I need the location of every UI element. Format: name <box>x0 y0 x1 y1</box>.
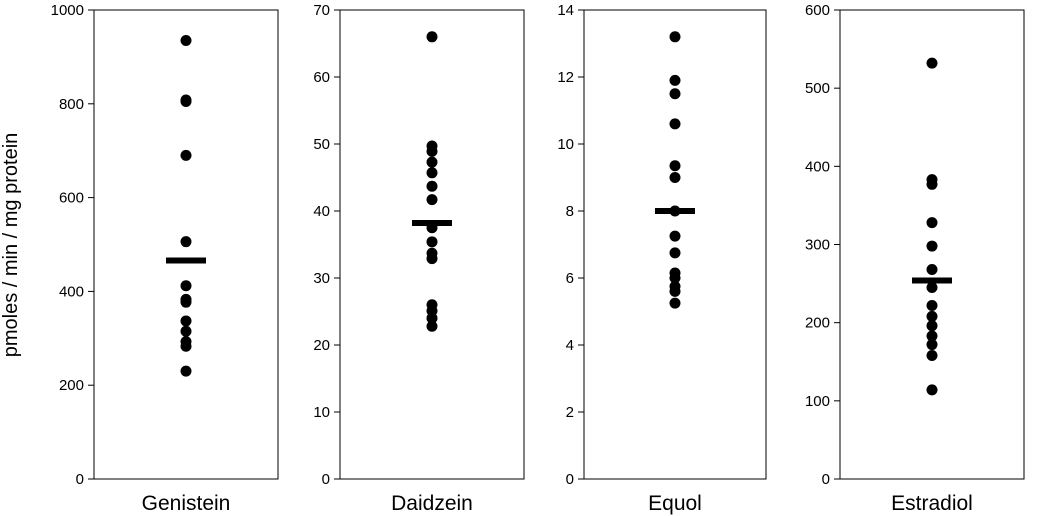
y-tick-label: 600 <box>59 190 84 207</box>
data-point <box>180 315 192 327</box>
y-tick-label: 30 <box>313 270 330 287</box>
data-point <box>426 156 438 168</box>
data-point <box>426 236 438 248</box>
y-tick-label: 400 <box>59 283 84 300</box>
data-point <box>180 365 192 377</box>
data-point <box>180 296 192 308</box>
y-tick-label: 8 <box>566 203 574 220</box>
panel-daidzein: 0 10 20 30 40 50 60 70 Daidzein <box>313 2 525 515</box>
plot-frame <box>339 9 525 480</box>
y-tick-label: 1000 <box>51 2 84 19</box>
data-point <box>926 57 938 69</box>
data-point <box>426 194 438 206</box>
data-point <box>926 178 938 190</box>
y-tick-label: 4 <box>566 337 574 354</box>
y-tick-label: 6 <box>566 270 574 287</box>
y-tick-label: 400 <box>805 158 830 175</box>
y-tick-label: 0 <box>322 471 330 488</box>
x-category-label: Genistein <box>142 492 231 515</box>
data-point <box>926 339 938 351</box>
data-point <box>426 180 438 192</box>
data-point <box>926 310 938 322</box>
data-point <box>669 272 681 284</box>
data-point <box>180 340 192 352</box>
data-point <box>926 281 938 293</box>
x-category-label: Daidzein <box>391 492 473 515</box>
data-point <box>426 31 438 43</box>
data-point <box>669 172 681 183</box>
panel-equol: 0 2 4 6 8 10 12 14 Equol <box>557 2 767 515</box>
data-point <box>926 264 938 276</box>
x-category-label: Equol <box>648 492 702 515</box>
data-point <box>926 240 938 252</box>
data-point <box>669 118 681 130</box>
y-tick-label: 0 <box>76 471 84 488</box>
data-point <box>426 145 438 157</box>
data-point <box>669 160 681 172</box>
data-point <box>926 299 938 311</box>
y-tick-label: 200 <box>805 315 830 332</box>
y-tick-label: 70 <box>313 2 330 19</box>
data-point <box>669 297 681 309</box>
y-tick-label: 0 <box>822 471 830 488</box>
data-point <box>426 320 438 332</box>
y-tick-label: 600 <box>805 2 830 19</box>
y-axis-label: pmoles / min / mg protein <box>0 133 22 358</box>
data-point <box>669 285 681 297</box>
data-point <box>926 384 938 396</box>
y-tick-label: 800 <box>59 96 84 113</box>
y-tick-label: 14 <box>557 2 574 19</box>
y-tick-label: 50 <box>313 136 330 153</box>
y-tick-label: 300 <box>805 237 830 254</box>
x-category-label: Estradiol <box>891 492 973 515</box>
data-point <box>180 280 192 292</box>
y-tick-label: 12 <box>557 69 574 86</box>
y-tick-label: 500 <box>805 80 830 97</box>
data-point <box>926 349 938 361</box>
plot-frame <box>583 9 767 480</box>
data-point <box>669 88 681 100</box>
data-point <box>180 95 192 107</box>
data-point <box>180 149 192 161</box>
panel-genistein: 0 200 400 600 800 1000 Genistein <box>51 2 279 515</box>
plot-frame <box>93 9 279 480</box>
data-point <box>669 74 681 86</box>
data-point <box>180 325 192 337</box>
data-point <box>926 217 938 229</box>
data-point <box>669 31 681 43</box>
y-tick-label: 2 <box>566 404 574 421</box>
y-tick-label: 100 <box>805 393 830 410</box>
y-tick-label: 20 <box>313 337 330 354</box>
y-tick-label: 40 <box>313 203 330 220</box>
y-tick-label: 60 <box>313 69 330 86</box>
panel-estradiol: 0 100 200 300 400 500 600 Estradiol <box>805 2 1025 515</box>
data-point <box>926 330 938 342</box>
y-tick-label: 200 <box>59 377 84 394</box>
data-point <box>669 247 681 259</box>
data-point <box>926 320 938 332</box>
data-point <box>426 167 438 179</box>
data-point <box>180 34 192 46</box>
data-point <box>426 253 438 265</box>
data-point <box>180 236 192 248</box>
data-point <box>669 230 681 242</box>
y-tick-label: 10 <box>313 404 330 421</box>
data-point <box>426 312 438 324</box>
y-tick-label: 0 <box>566 471 574 488</box>
y-tick-label: 10 <box>557 136 574 153</box>
